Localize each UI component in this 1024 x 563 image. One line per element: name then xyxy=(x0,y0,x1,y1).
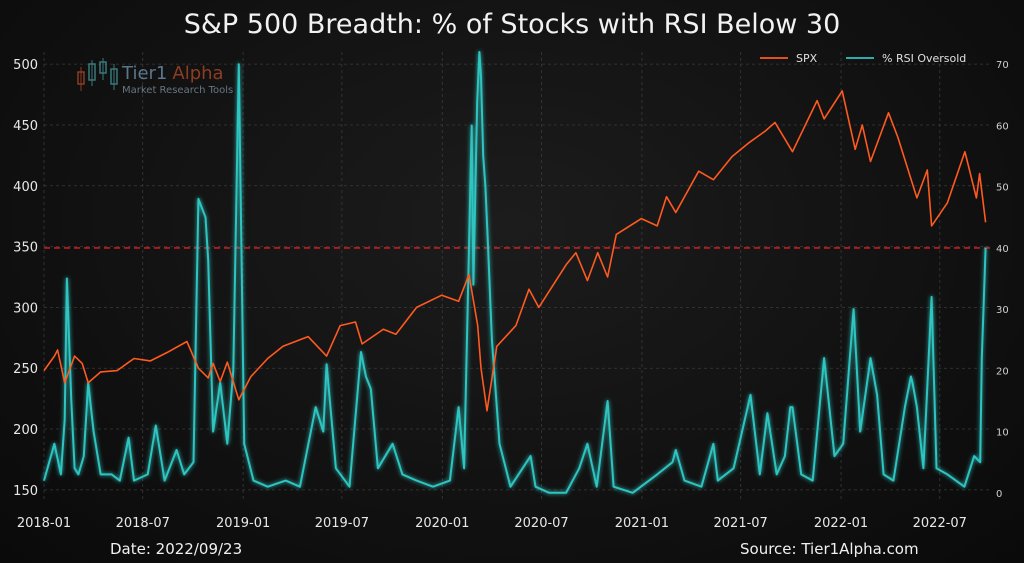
footer-date: Date: 2022/09/23 xyxy=(110,540,242,558)
y-left-tick-label: 450 xyxy=(13,119,38,134)
series-line-spx xyxy=(43,90,987,412)
chart-title: S&P 500 Breadth: % of Stocks with RSI Be… xyxy=(184,9,841,40)
y-left-tick-label: 400 xyxy=(13,180,38,195)
watermark-name: Tier1 Alpha xyxy=(121,63,224,84)
y-right-tick-label: 30 xyxy=(996,305,1009,316)
legend: SPX % RSI Oversold xyxy=(760,52,966,65)
y-left-tick-label: 300 xyxy=(13,301,38,316)
footer-source: Source: Tier1Alpha.com xyxy=(740,540,919,558)
y-right-tick-label: 60 xyxy=(996,121,1009,132)
y-right-tick-label: 40 xyxy=(996,244,1009,255)
x-tick-label: 2021-01 xyxy=(615,516,669,531)
y-left-tick-label: 200 xyxy=(13,423,38,438)
axis-ticks: 150 200 250 300 350 400 450 500 0 10 20 30 40 50 60 70 2… xyxy=(13,58,1009,531)
y-left-tick-label: 500 xyxy=(13,58,38,73)
x-tick-label: 2020-01 xyxy=(415,516,469,531)
y-right-tick-label: 10 xyxy=(996,428,1009,439)
x-tick-label: 2021-07 xyxy=(714,516,768,531)
watermark-tagline: Market Research Tools xyxy=(122,85,233,96)
y-right-tick-label: 70 xyxy=(996,60,1009,71)
y-left-tick-label: 350 xyxy=(13,241,38,256)
series-line-rsi-oversold xyxy=(43,51,987,494)
x-tick-label: 2019-01 xyxy=(216,516,270,531)
y-left-tick-label: 250 xyxy=(13,362,38,377)
series-lines xyxy=(43,51,990,494)
y-right-tick-label: 0 xyxy=(996,489,1002,500)
legend-rsi-label: % RSI Oversold xyxy=(882,52,966,65)
x-tick-label: 2022-07 xyxy=(913,516,967,531)
y-right-tick-label: 50 xyxy=(996,183,1009,194)
watermark-logo: Tier1 Alpha Market Research Tools xyxy=(77,58,233,96)
x-tick-label: 2018-07 xyxy=(116,516,170,531)
candlestick-logo-icon xyxy=(77,58,118,91)
x-tick-label: 2022-01 xyxy=(814,516,868,531)
x-tick-label: 2019-07 xyxy=(315,516,369,531)
legend-spx-label: SPX xyxy=(796,52,818,65)
y-right-tick-label: 20 xyxy=(996,366,1009,377)
y-left-tick-label: 150 xyxy=(13,484,38,499)
x-tick-label: 2020-07 xyxy=(514,516,568,531)
x-tick-label: 2018-01 xyxy=(17,516,71,531)
